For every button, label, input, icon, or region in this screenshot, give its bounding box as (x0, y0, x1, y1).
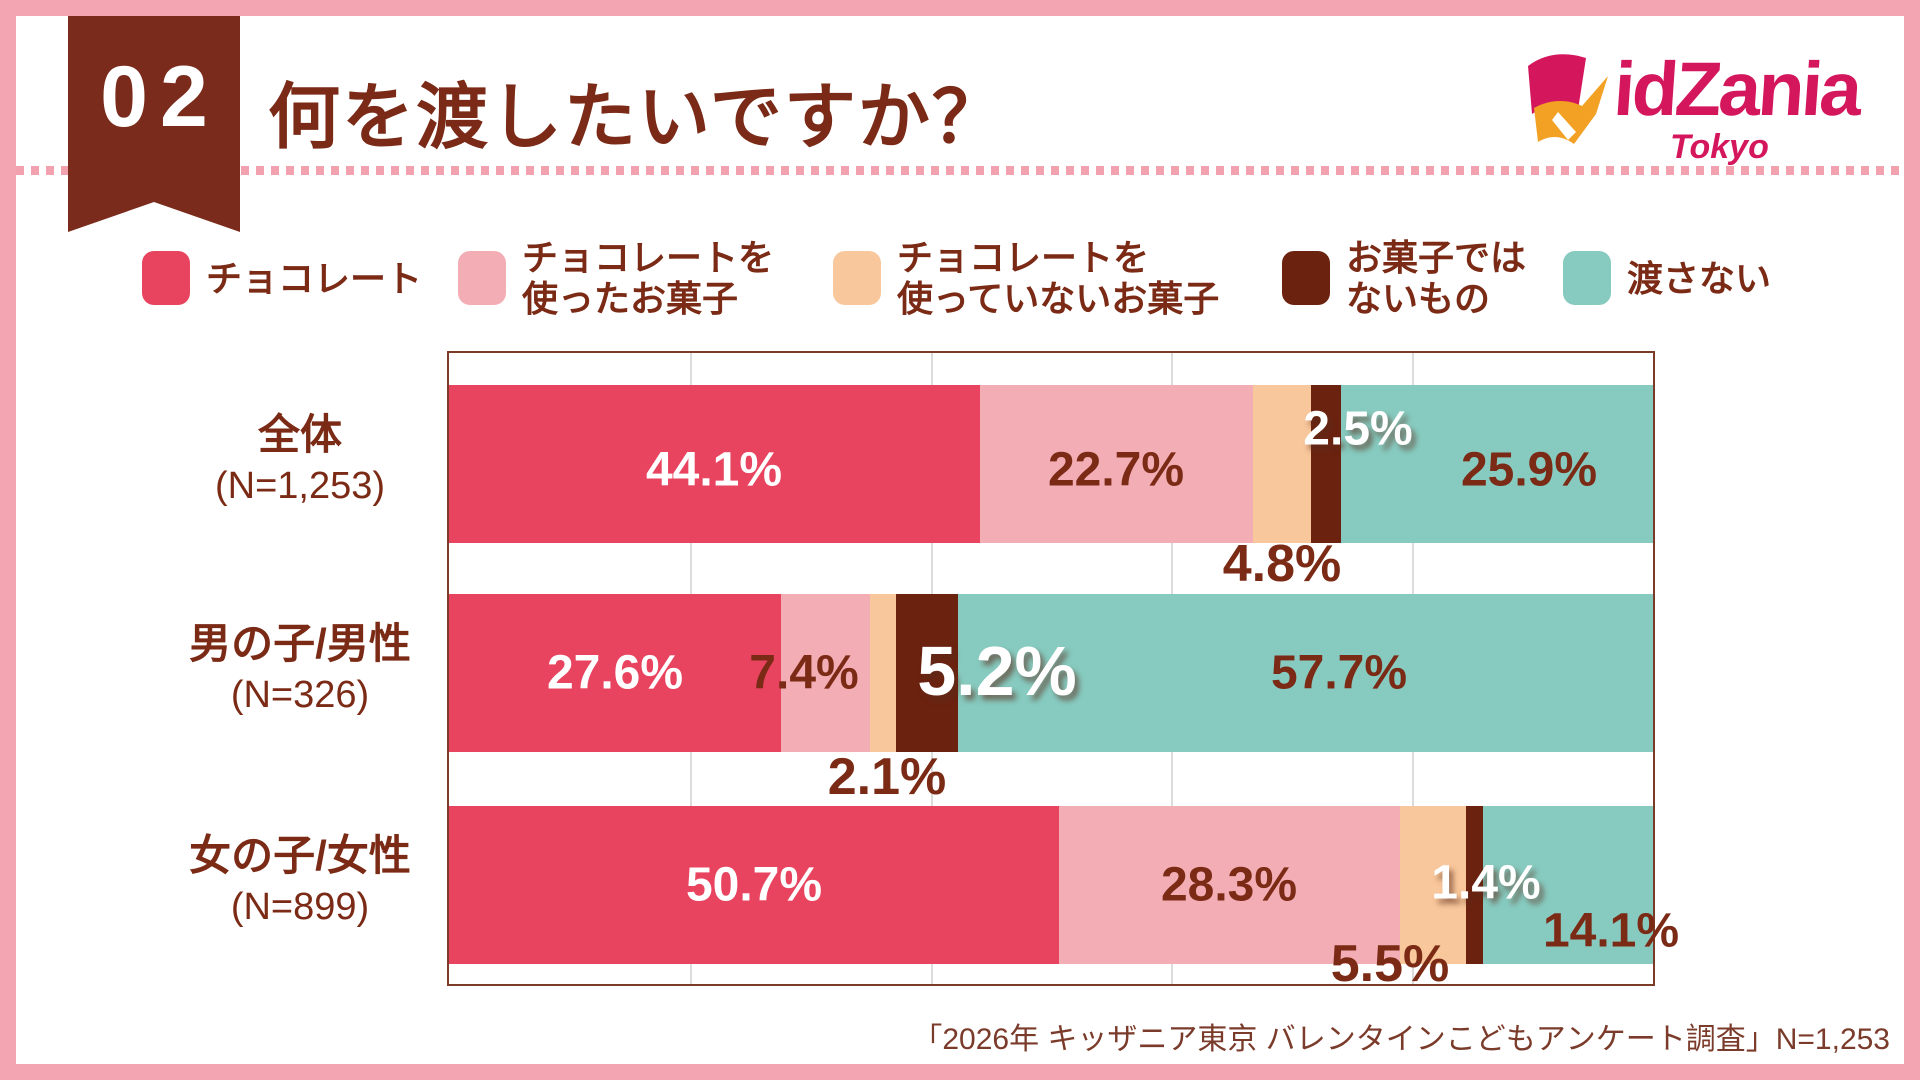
category-name: 男の子/男性 (189, 620, 411, 667)
value-label: 27.6% (546, 646, 684, 700)
source-note: 「2026年 キッザニア東京 バレンタインこどもアンケート調査」N=1,253 (912, 1023, 1890, 1056)
legend-label-line: ないもの (1346, 278, 1491, 319)
legend-item: お菓子では ないもの (1282, 237, 1526, 319)
legend-swatch (1282, 251, 1330, 305)
legend-swatch (1563, 251, 1611, 305)
category-name: 女の子/女性 (189, 832, 411, 879)
legend-item: 渡さない (1563, 238, 1771, 318)
bar-segment (781, 594, 871, 752)
legend-label-line: 使ったお菓子 (522, 278, 739, 319)
bar-segment (449, 385, 980, 543)
bar-segment (870, 594, 896, 752)
legend-item: チョコレート (142, 238, 422, 318)
logo-city: Tokyo (1670, 128, 1769, 166)
plot-area: 44.1% 22.7% 4.8% 2.5% 25.9% 27.6% 7.4% 2.1% 5.2%… (447, 351, 1679, 993)
legend-swatch (142, 251, 190, 305)
bar-segment (958, 594, 1653, 752)
legend-item: チョコレートを 使っていないお菓子 (833, 237, 1219, 319)
value-label: 22.7% (1047, 443, 1185, 497)
legend-label-line: チョコレートを (522, 237, 775, 278)
value-label: 4.8% (1222, 535, 1342, 593)
value-label: 25.9% (1460, 443, 1598, 497)
legend-item: チョコレートを 使ったお菓子 (458, 237, 774, 319)
legend-swatch (458, 251, 506, 305)
bar-segment (1311, 385, 1342, 543)
value-label: 5.2% (917, 632, 1077, 710)
value-label: 28.3% (1160, 858, 1298, 912)
bar-segment (1466, 806, 1484, 964)
bar-segment (1483, 806, 1653, 964)
value-label: 7.4% (749, 646, 859, 700)
legend-label: チョコレート (206, 258, 422, 299)
value-label: 50.7% (685, 858, 823, 912)
category-label: 男の子/男性 (N=326) (150, 617, 450, 719)
value-label: 2.5% (1303, 402, 1413, 456)
bar-row: 44.1% 22.7% 4.8% 2.5% 25.9% (449, 385, 1653, 593)
value-label: 5.5% (1330, 935, 1450, 993)
bar-segment (895, 594, 959, 752)
legend-label-line: 使っていないお菓子 (897, 278, 1220, 319)
kidzania-flag-icon (1528, 54, 1608, 144)
value-label: 57.7% (1270, 646, 1408, 700)
value-label: 2.1% (827, 748, 947, 806)
bar-row: 27.6% 7.4% 2.1% 5.2% 57.7% (449, 594, 1653, 806)
value-label: 14.1% (1542, 904, 1680, 958)
legend-label: チョコレートを 使っていないお菓子 (897, 237, 1219, 319)
page-title: 何を渡したいですか？ (268, 78, 1006, 158)
category-sample-size: (N=899) (230, 886, 370, 928)
category-sample-size: (N=326) (230, 674, 370, 716)
bar-segment (1253, 385, 1312, 543)
legend-label-line: チョコレートを (897, 237, 1150, 278)
legend-label-line: 渡さない (1627, 257, 1772, 299)
badge-number: 02 (100, 49, 220, 145)
bar-segment (449, 806, 1060, 964)
header-badge-ribbon: 02 (68, 16, 240, 232)
category-name: 全体 (257, 411, 342, 458)
legend-label: チョコレートを 使ったお菓子 (522, 237, 774, 319)
value-label: 1.4% (1431, 856, 1541, 910)
bar-segment (1400, 806, 1467, 964)
bar-segment (979, 385, 1254, 543)
dotted-divider (16, 166, 1904, 175)
bar-segment (1341, 385, 1653, 543)
category-label: 女の子/女性 (N=899) (150, 829, 450, 931)
legend-label-line: チョコレート (206, 257, 423, 299)
legend-label-line: お菓子では (1346, 237, 1527, 278)
legend-swatch (833, 251, 881, 305)
bar-row: 50.7% 28.3% 5.5% 1.4% 14.1% (449, 806, 1679, 993)
value-label: 44.1% (645, 443, 783, 497)
kidzania-logo: idZania Tokyo (1512, 44, 1907, 172)
legend-label: お菓子では ないもの (1346, 237, 1526, 319)
category-sample-size: (N=1,253) (214, 465, 386, 507)
bar-segment (1059, 806, 1401, 964)
bar-segment (449, 594, 782, 752)
legend-label: 渡さない (1627, 258, 1771, 299)
legend: チョコレート チョコレートを 使ったお菓子 チョコレートを 使っていないお菓子 お菓子では… (0, 237, 1920, 324)
category-label: 全体 (N=1,253) (150, 408, 450, 510)
